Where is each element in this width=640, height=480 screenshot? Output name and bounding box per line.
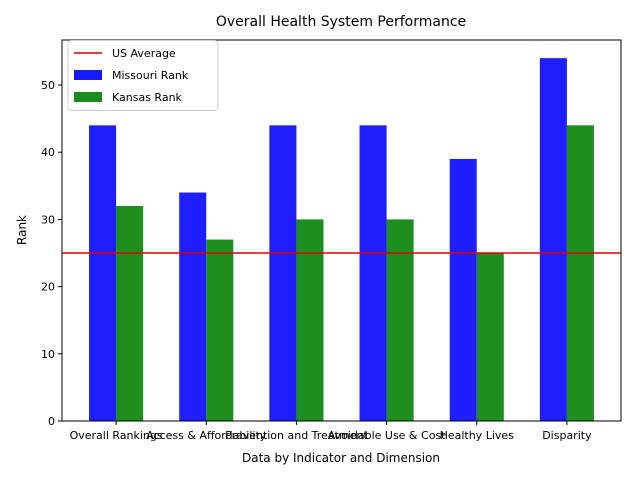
bar-missouri-rank-0 (89, 125, 117, 421)
y-tick-label: 0 (48, 415, 55, 428)
bar-missouri-rank-3 (359, 125, 387, 421)
bar-kansas-rank-3 (386, 219, 414, 421)
bar-kansas-rank-1 (206, 239, 234, 421)
legend-swatch-patch (74, 92, 102, 102)
x-tick-label: Disparity (542, 429, 592, 442)
legend: US Average Missouri Rank Kansas Rank (67, 40, 219, 111)
x-tick-label: Prevention and Treatment (225, 429, 368, 442)
x-axis-label: Data by Indicator and Dimension (242, 451, 440, 465)
bar-kansas-rank-2 (296, 219, 324, 421)
bar-missouri-rank-5 (539, 58, 567, 421)
bar-missouri-rank-2 (269, 125, 297, 421)
y-tick-label: 50 (41, 79, 55, 92)
y-tick-label: 40 (41, 146, 55, 159)
y-tick-label: 20 (41, 281, 55, 294)
x-tick-label: Avoidable Use & Cost (328, 429, 446, 442)
bar-kansas-rank-4 (476, 253, 504, 421)
y-tick-label: 30 (41, 213, 55, 226)
bar-missouri-rank-4 (449, 158, 477, 421)
legend-label: US Average (112, 47, 176, 60)
legend-label: Kansas Rank (112, 91, 183, 104)
x-tick-label: Healthy Lives (440, 429, 515, 442)
plot-frame (61, 39, 622, 422)
bar-kansas-rank-0 (116, 205, 144, 421)
chart-title: Overall Health System Performance (216, 14, 466, 30)
legend-swatch-patch (74, 70, 102, 80)
bars-group (89, 58, 594, 421)
bar-missouri-rank-1 (179, 192, 207, 421)
y-axis: 0 10 20 30 40 50 (41, 79, 62, 428)
x-tick-label: Overall Rankings (70, 429, 163, 442)
x-tick-label: Access & Affordability (146, 429, 267, 442)
legend-label: Missouri Rank (112, 69, 189, 82)
y-axis-label: Rank (15, 215, 29, 245)
legend-box (67, 40, 219, 111)
y-tick-label: 10 (41, 348, 55, 361)
bar-kansas-rank-5 (566, 125, 594, 421)
